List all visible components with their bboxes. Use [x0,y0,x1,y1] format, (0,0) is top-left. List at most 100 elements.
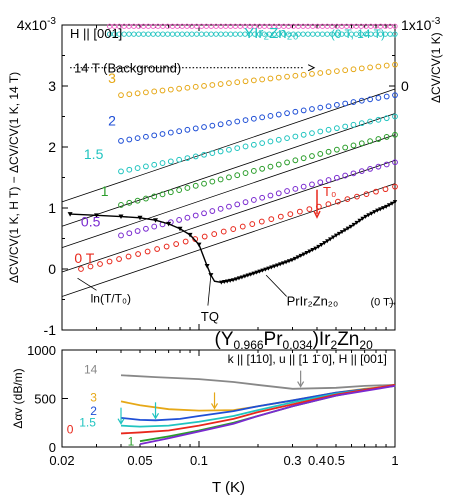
ln-label: ln(T/T₀) [91,292,131,306]
series-point-1.5 [209,150,216,157]
bottom-series-label-2: 2 [90,404,97,418]
prlrzn-point [383,204,389,209]
series-point-1 [267,163,274,170]
prlrzn-point [153,218,159,223]
series-point-1 [392,131,398,138]
series-point-0.5 [126,230,133,237]
bottom-series-label-1: 1 [128,435,135,449]
series-label-0.5: 0.5 [81,213,101,229]
prlrzn-point [278,262,283,267]
series-point-0T [154,246,161,252]
series-point-0.5 [226,203,232,210]
series-point-0.5 [201,210,207,217]
prlrzn-point [239,275,245,280]
series-point-1 [192,182,199,189]
series-point-1.5 [226,146,232,153]
series-point-1 [209,178,216,185]
series-point-1 [126,199,133,206]
series-point-3 [217,81,224,87]
series-point-0T [163,243,170,250]
bottom-series-1_5 [120,384,396,428]
series-point-1.5 [383,115,390,122]
series-point-2 [242,117,249,124]
prlrzn-point [187,232,193,238]
series-point-2 [151,132,158,139]
bottom-arrow-head [297,381,305,388]
series-point-1 [242,170,249,176]
bottom-x-tick-label: 0.4 [308,453,326,468]
prlrzn-point [342,228,348,233]
bottom-panel: 0 500 1000 0.02 0.05 0.1 0.3 0.4 0.5 1 T (K) [27,343,399,496]
series-label-3: 3 [108,70,116,86]
prlrzn-point [310,248,315,253]
series-point-2 [350,99,357,105]
series-point-0.5 [209,208,216,214]
prlrzn-point [372,210,377,215]
series-point-1.5 [392,113,398,120]
series-point-1 [134,197,141,204]
series-point-0T [373,188,379,195]
prlrzn-point [254,270,259,275]
prlrzn-point [233,277,239,282]
series-point-3 [192,83,199,90]
series-point-0.5 [367,166,373,172]
series-point-0T [106,258,113,265]
series-point-1.5 [134,165,141,171]
series-point-0T [201,233,208,240]
prlrzn-point [336,231,342,236]
prlrzn-point [272,264,277,269]
series-point-1 [167,189,174,196]
series-point-1.5 [259,140,266,147]
fit-line [61,183,396,297]
series-point-1 [118,202,124,208]
series-point-2 [167,129,174,136]
series-point-3 [367,64,373,71]
bottom-series-label-1_5: 1.5 [79,416,96,430]
prlrzn-point [283,260,289,265]
series-point-0.5 [267,192,274,199]
series-point-2 [226,119,232,126]
prlrzn-arrow: → [387,297,398,309]
series-point-0.5 [234,201,241,208]
bottom-title: (Y0.966Pr0.034)Ir2Zn20 [215,329,374,352]
prlrzn-point [251,271,256,276]
series-point-1 [317,151,324,157]
prlrzn-point [351,222,356,227]
fit-line [61,88,396,203]
series-point-2 [217,121,224,128]
series-point-1 [333,146,340,153]
series-point-2 [317,104,324,111]
series-point-1.5 [201,151,207,158]
series-point-1.5 [375,116,382,123]
series-point-1 [184,185,191,191]
series-point-1.5 [325,126,332,133]
top-panel: -1 0 1 2 3 4x10-3 0 1x10-3 [17,16,441,338]
series-label-1.5: 1.5 [84,146,104,162]
prlrzn-point [381,206,386,211]
prlrzn-point [378,207,383,212]
series-point-3 [250,77,257,84]
series-point-3 [176,85,183,92]
series-point-1 [250,168,257,174]
field-direction-label: H || [001] [70,26,122,41]
prlrzn-point [245,273,251,278]
prlrzn-point [260,268,265,273]
right-y-axis-label: ΔCV/CV(1 K) [429,32,443,103]
series-point-2 [209,122,216,129]
series-point-0.5 [192,212,199,219]
series-point-3 [184,84,191,91]
series-point-3 [383,62,390,69]
prlrzn-condition: (0 T) [371,297,394,309]
top-y-tick-label: 3 [48,78,56,94]
series-point-1 [226,174,232,181]
bottom-x-tick-label: 0.1 [190,453,208,468]
series-point-3 [259,76,266,83]
series-point-1 [151,193,158,200]
prlrzn-point [94,213,100,218]
series-point-3 [134,90,141,97]
bottom-series-2 [120,384,396,422]
prlrzn-point [301,252,306,257]
series-point-1.5 [350,121,357,128]
prlrzn-point [230,278,236,283]
bottom-x-tick-label: 0.02 [49,453,74,468]
